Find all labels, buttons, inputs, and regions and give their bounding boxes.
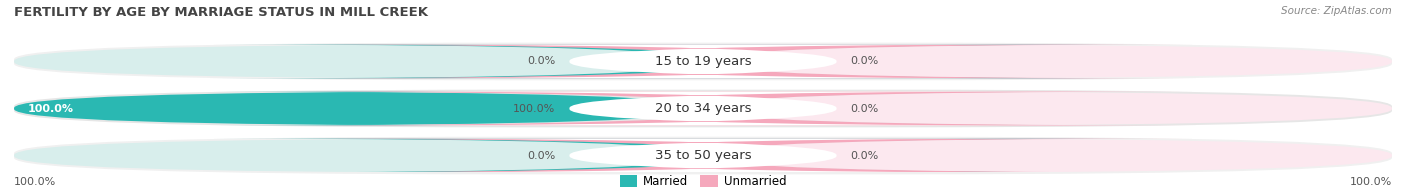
FancyBboxPatch shape (246, 139, 1195, 172)
Text: 0.0%: 0.0% (527, 56, 555, 66)
FancyBboxPatch shape (211, 139, 1160, 172)
FancyBboxPatch shape (344, 139, 1062, 172)
FancyBboxPatch shape (14, 139, 703, 172)
Legend: Married, Unmarried: Married, Unmarried (614, 170, 792, 192)
FancyBboxPatch shape (344, 92, 1062, 125)
Text: 0.0%: 0.0% (851, 151, 879, 161)
FancyBboxPatch shape (703, 139, 1392, 172)
FancyBboxPatch shape (14, 44, 703, 78)
Text: 20 to 34 years: 20 to 34 years (655, 102, 751, 115)
Text: 100.0%: 100.0% (28, 103, 75, 113)
FancyBboxPatch shape (14, 43, 1392, 80)
Text: 100.0%: 100.0% (14, 177, 56, 187)
FancyBboxPatch shape (14, 90, 1392, 127)
Text: 100.0%: 100.0% (1350, 177, 1392, 187)
FancyBboxPatch shape (14, 92, 703, 125)
FancyBboxPatch shape (703, 92, 1392, 125)
Text: FERTILITY BY AGE BY MARRIAGE STATUS IN MILL CREEK: FERTILITY BY AGE BY MARRIAGE STATUS IN M… (14, 6, 427, 19)
Text: 0.0%: 0.0% (527, 151, 555, 161)
Text: Source: ZipAtlas.com: Source: ZipAtlas.com (1281, 6, 1392, 16)
FancyBboxPatch shape (14, 92, 703, 125)
FancyBboxPatch shape (211, 44, 1160, 78)
Text: 15 to 19 years: 15 to 19 years (655, 55, 751, 68)
Text: 100.0%: 100.0% (513, 103, 555, 113)
FancyBboxPatch shape (246, 44, 1195, 78)
FancyBboxPatch shape (246, 92, 1195, 125)
Text: 0.0%: 0.0% (851, 56, 879, 66)
Text: 35 to 50 years: 35 to 50 years (655, 149, 751, 162)
FancyBboxPatch shape (14, 137, 1392, 174)
FancyBboxPatch shape (703, 44, 1392, 78)
Text: 0.0%: 0.0% (851, 103, 879, 113)
FancyBboxPatch shape (344, 44, 1062, 78)
